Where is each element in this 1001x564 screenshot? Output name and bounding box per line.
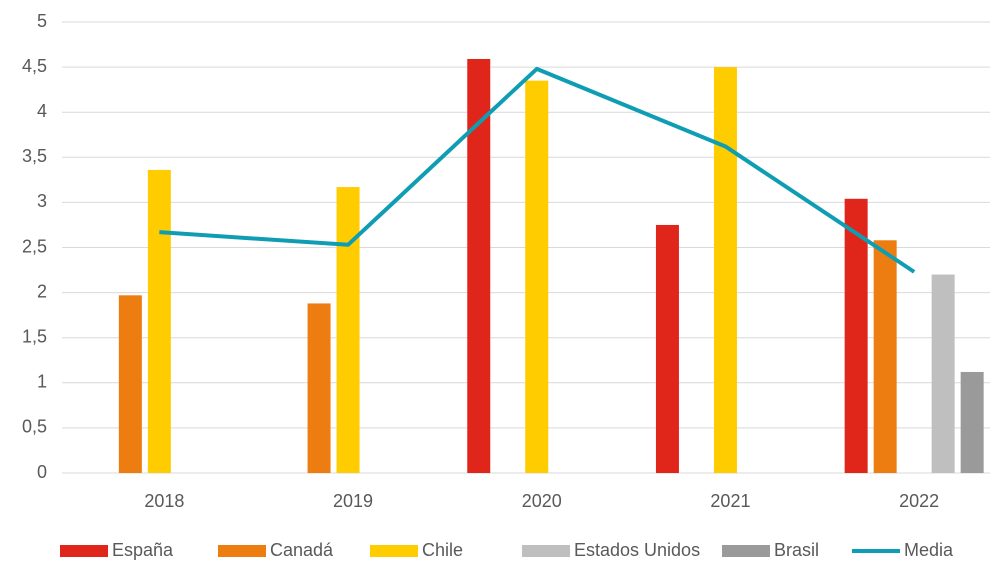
legend-swatch: [218, 545, 266, 557]
y-tick-label: 4,5: [22, 56, 47, 76]
legend-label: Canadá: [270, 540, 334, 560]
y-tick-label: 5: [37, 11, 47, 31]
y-tick-label: 2,5: [22, 236, 47, 256]
bar: [525, 80, 549, 473]
bar: [960, 371, 984, 473]
y-tick-label: 3,5: [22, 146, 47, 166]
y-tick-label: 0: [37, 462, 47, 482]
legend-swatch: [60, 545, 108, 557]
y-tick-label: 1: [37, 372, 47, 392]
legend-swatch: [722, 545, 770, 557]
x-tick-label: 2018: [144, 491, 184, 511]
bar: [655, 224, 679, 473]
bar: [713, 67, 737, 473]
x-tick-label: 2020: [522, 491, 562, 511]
bar: [467, 58, 491, 474]
bar: [118, 295, 142, 473]
line: [159, 66, 916, 274]
legend-label: Brasil: [774, 540, 819, 560]
bar: [147, 169, 171, 474]
x-tick-label: 2019: [333, 491, 373, 511]
bar: [307, 303, 331, 473]
y-tick-label: 2: [37, 281, 47, 301]
legend-label: Estados Unidos: [574, 540, 700, 560]
legend-label: España: [112, 540, 174, 560]
bar: [844, 198, 868, 474]
y-tick-label: 1,5: [22, 326, 47, 346]
x-tick-label: 2021: [710, 491, 750, 511]
bar: [931, 274, 955, 473]
x-tick-label: 2022: [899, 491, 939, 511]
y-tick-label: 3: [37, 191, 47, 211]
bar: [336, 187, 360, 474]
legend-swatch: [522, 545, 570, 557]
bar: [873, 240, 897, 473]
y-tick-label: 0,5: [22, 417, 47, 437]
legend-label: Chile: [422, 540, 463, 560]
legend-label: Media: [904, 540, 954, 560]
legend-swatch: [370, 545, 418, 557]
y-tick-label: 4: [37, 101, 47, 121]
